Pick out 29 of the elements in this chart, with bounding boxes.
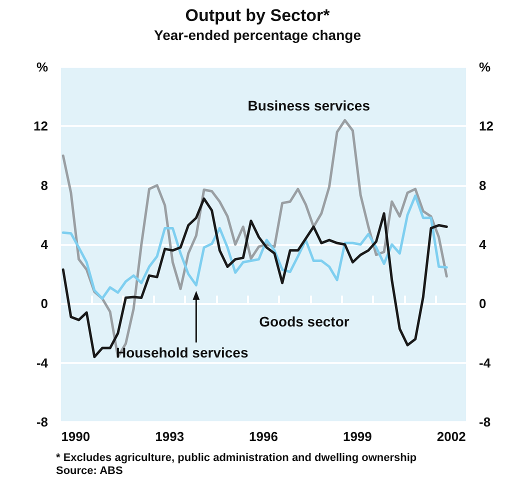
x-tick-label: 2002	[436, 429, 466, 444]
y-tick-label: 8	[40, 178, 48, 193]
series-label: Business services	[248, 97, 370, 114]
text: * Excludes agriculture, public administration and dwelling ownership	[56, 452, 418, 465]
x-tick-label: 1999	[342, 429, 372, 444]
y2-tick-label: -8	[479, 414, 491, 430]
y2-tick-label: 0	[479, 296, 486, 312]
x-tick-label: 1990	[61, 429, 90, 444]
line-series	[62, 194, 448, 300]
chart-title: Output by Sector*	[185, 6, 330, 25]
x-tick-label: 1993	[155, 429, 184, 444]
y-tick-label: 0	[40, 296, 48, 312]
y2-tick-label: 4	[479, 237, 487, 252]
source-note: Source: ABS	[56, 465, 124, 478]
y-tick-label: %	[36, 60, 48, 74]
y-tick-label: 4	[40, 237, 49, 252]
y-tick-label: 12	[34, 118, 48, 134]
y2-tick-label: %	[479, 60, 491, 74]
y2-tick-label: 8	[479, 178, 486, 193]
chart-subtitle: Year-ended percentage change	[154, 27, 362, 43]
y2-tick-label: -4	[479, 355, 492, 370]
text: Household services	[116, 344, 248, 360]
y2-tick-label: 12	[479, 118, 494, 134]
y-tick-label: -4	[36, 355, 49, 370]
y-tick-label: -8	[36, 414, 48, 430]
line-series	[62, 197, 448, 358]
x-tick-label: 1996	[249, 429, 278, 444]
text: Goods sector	[259, 313, 350, 330]
line-series	[62, 119, 448, 358]
